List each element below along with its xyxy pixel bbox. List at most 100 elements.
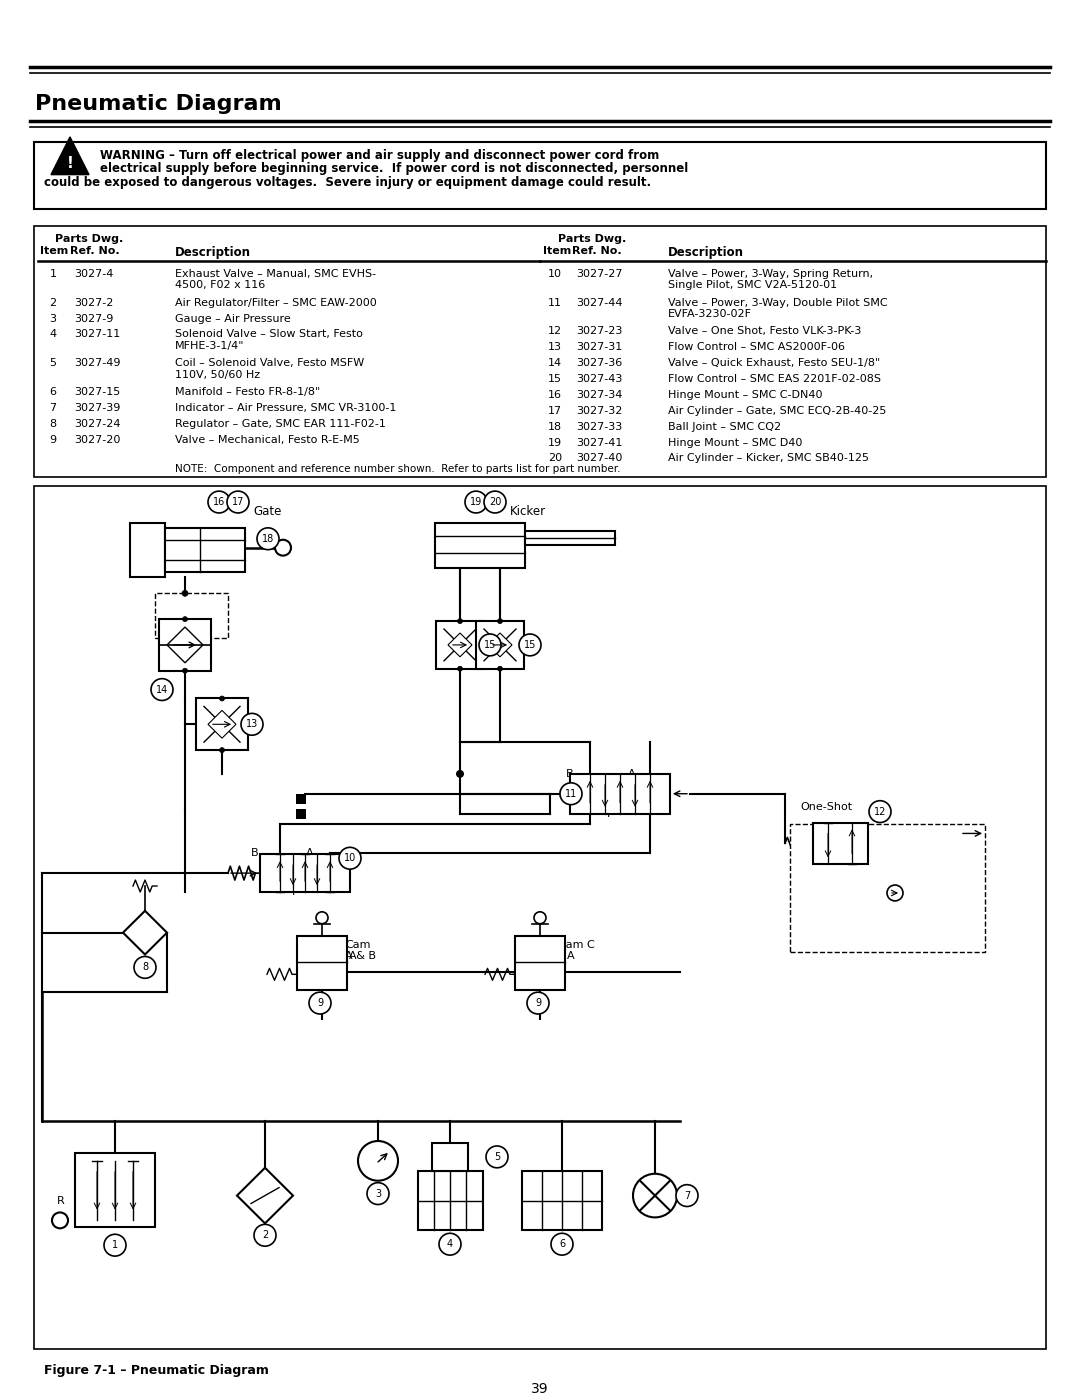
Circle shape: [498, 666, 502, 671]
Text: Valve – Power, 3-Way, Double Pilot SMC
EVFA-3230-02F: Valve – Power, 3-Way, Double Pilot SMC E…: [669, 298, 888, 320]
Text: NOTE:  Component and reference number shown.  Refer to parts list for part numbe: NOTE: Component and reference number sho…: [175, 464, 621, 475]
Text: P: P: [607, 809, 613, 819]
Text: Solenoid Valve – Slow Start, Festo
MFHE-3-1/4": Solenoid Valve – Slow Start, Festo MFHE-…: [175, 330, 363, 351]
Text: Exhaust Valve – Manual, SMC EVHS-
4500, F02 x 116: Exhaust Valve – Manual, SMC EVHS- 4500, …: [175, 268, 376, 291]
Text: Gate: Gate: [253, 506, 282, 518]
Text: 8: 8: [141, 963, 148, 972]
Text: Figure 7-1 – Pneumatic Diagram: Figure 7-1 – Pneumatic Diagram: [44, 1365, 269, 1377]
Circle shape: [208, 492, 230, 513]
Polygon shape: [208, 711, 237, 738]
Text: P: P: [832, 872, 839, 882]
Text: P: P: [310, 978, 316, 988]
Circle shape: [869, 800, 891, 823]
Circle shape: [183, 591, 188, 597]
Text: 3027-2: 3027-2: [75, 298, 113, 307]
Bar: [522, 1171, 602, 1231]
Text: 39: 39: [531, 1382, 549, 1396]
Text: 2: 2: [261, 1231, 268, 1241]
Text: 16: 16: [548, 390, 562, 400]
Text: 13: 13: [246, 719, 258, 729]
Text: 3027-39: 3027-39: [75, 402, 120, 414]
Text: Cam: Cam: [345, 940, 370, 950]
Circle shape: [465, 492, 487, 513]
Text: 18: 18: [548, 422, 562, 432]
Circle shape: [241, 714, 264, 735]
Text: Valve – Quick Exhaust, Festo SEU-1/8": Valve – Quick Exhaust, Festo SEU-1/8": [669, 358, 880, 369]
Bar: [789, 823, 985, 953]
Text: 12: 12: [548, 327, 562, 337]
Text: !: !: [67, 156, 73, 172]
Text: 7: 7: [50, 402, 56, 414]
Text: 3027-27: 3027-27: [576, 268, 622, 279]
Text: Description: Description: [175, 246, 251, 258]
Text: R: R: [57, 1196, 65, 1206]
Bar: [436, 622, 484, 669]
Polygon shape: [448, 633, 472, 657]
Bar: [75, 1153, 156, 1228]
Bar: [33, 226, 1047, 478]
Text: Air Cylinder – Kicker, SMC SB40-125: Air Cylinder – Kicker, SMC SB40-125: [669, 454, 869, 464]
Text: Item: Item: [543, 246, 571, 256]
Text: 10: 10: [548, 268, 562, 279]
Circle shape: [486, 1146, 508, 1168]
Bar: [515, 936, 565, 990]
Text: could be exposed to dangerous voltages.  Severe injury or equipment damage could: could be exposed to dangerous voltages. …: [44, 176, 651, 189]
Text: 3027-33: 3027-33: [576, 422, 622, 432]
Text: 6: 6: [559, 1239, 565, 1249]
Text: 3027-49: 3027-49: [75, 358, 121, 369]
Circle shape: [357, 1141, 399, 1180]
Text: Valve – Power, 3-Way, Spring Return,
Single Pilot, SMC V2A-5120-01: Valve – Power, 3-Way, Spring Return, Sin…: [669, 268, 873, 291]
Text: 13: 13: [548, 342, 562, 352]
Text: 15: 15: [548, 374, 562, 384]
Bar: [195, 698, 248, 750]
Circle shape: [183, 616, 188, 622]
Text: 6: 6: [50, 387, 56, 397]
Bar: [476, 622, 524, 669]
Bar: [570, 774, 670, 813]
Circle shape: [183, 668, 188, 673]
Circle shape: [219, 747, 225, 753]
Polygon shape: [237, 1168, 293, 1224]
Bar: [156, 594, 228, 638]
Text: WARNING – Turn off electrical power and air supply and disconnect power cord fro: WARNING – Turn off electrical power and …: [100, 149, 659, 162]
Text: Ref. No.: Ref. No.: [70, 246, 120, 256]
Text: Flow Control – SMC EAS 2201F-02-08S: Flow Control – SMC EAS 2201F-02-08S: [669, 374, 881, 384]
Text: 8: 8: [50, 419, 56, 429]
Text: 3027-44: 3027-44: [576, 298, 622, 307]
Text: P: P: [292, 887, 298, 897]
Circle shape: [458, 666, 462, 671]
Circle shape: [519, 634, 541, 655]
Text: 5: 5: [494, 1153, 500, 1162]
Text: 14: 14: [548, 358, 562, 369]
Text: 18: 18: [261, 534, 274, 543]
Circle shape: [458, 619, 462, 623]
Text: 3027-20: 3027-20: [75, 434, 120, 444]
Text: Valve – One Shot, Festo VLK-3-PK-3: Valve – One Shot, Festo VLK-3-PK-3: [669, 327, 862, 337]
Text: A: A: [349, 950, 356, 961]
Polygon shape: [123, 911, 167, 954]
Circle shape: [480, 634, 501, 655]
Text: 14: 14: [156, 685, 168, 694]
Text: Pneumatic Diagram: Pneumatic Diagram: [35, 94, 282, 115]
Text: 11: 11: [548, 298, 562, 307]
Text: Ref. No.: Ref. No.: [572, 246, 622, 256]
Text: 3027-41: 3027-41: [576, 437, 622, 447]
Bar: [525, 531, 615, 545]
Text: 12: 12: [874, 806, 887, 817]
Text: Hinge Mount – SMC C-DN40: Hinge Mount – SMC C-DN40: [669, 390, 823, 400]
Circle shape: [551, 1234, 573, 1255]
Text: 15: 15: [524, 640, 536, 650]
Text: One-Shot: One-Shot: [800, 802, 852, 812]
Circle shape: [275, 539, 291, 556]
Text: 3027-4: 3027-4: [75, 268, 113, 279]
Text: Indicator – Air Pressure, SMC VR-3100-1: Indicator – Air Pressure, SMC VR-3100-1: [175, 402, 396, 414]
Bar: [296, 793, 306, 803]
Circle shape: [456, 770, 464, 778]
Bar: [165, 528, 245, 573]
Circle shape: [633, 1173, 677, 1217]
Text: 9: 9: [535, 997, 541, 1009]
Text: Gauge – Air Pressure: Gauge – Air Pressure: [175, 313, 291, 324]
Text: P: P: [544, 978, 551, 988]
Text: 1: 1: [50, 268, 56, 279]
Text: 15: 15: [484, 640, 496, 650]
